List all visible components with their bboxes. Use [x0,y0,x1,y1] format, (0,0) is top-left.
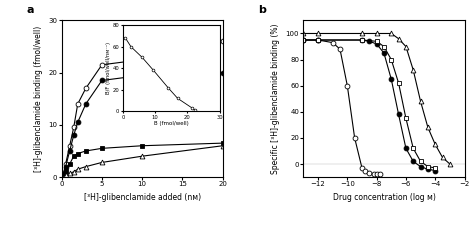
Y-axis label: [³H]-glibenclamide binding (fmol/well): [³H]-glibenclamide binding (fmol/well) [34,26,43,172]
Text: b: b [258,5,266,15]
Y-axis label: Specific [³H]-glibenclamide binding (%): Specific [³H]-glibenclamide binding (%) [271,24,280,174]
X-axis label: Drug concentration (log м): Drug concentration (log м) [332,193,436,202]
Text: a: a [26,5,34,15]
X-axis label: [³H]-glibenclamide added (nм): [³H]-glibenclamide added (nм) [83,193,201,202]
